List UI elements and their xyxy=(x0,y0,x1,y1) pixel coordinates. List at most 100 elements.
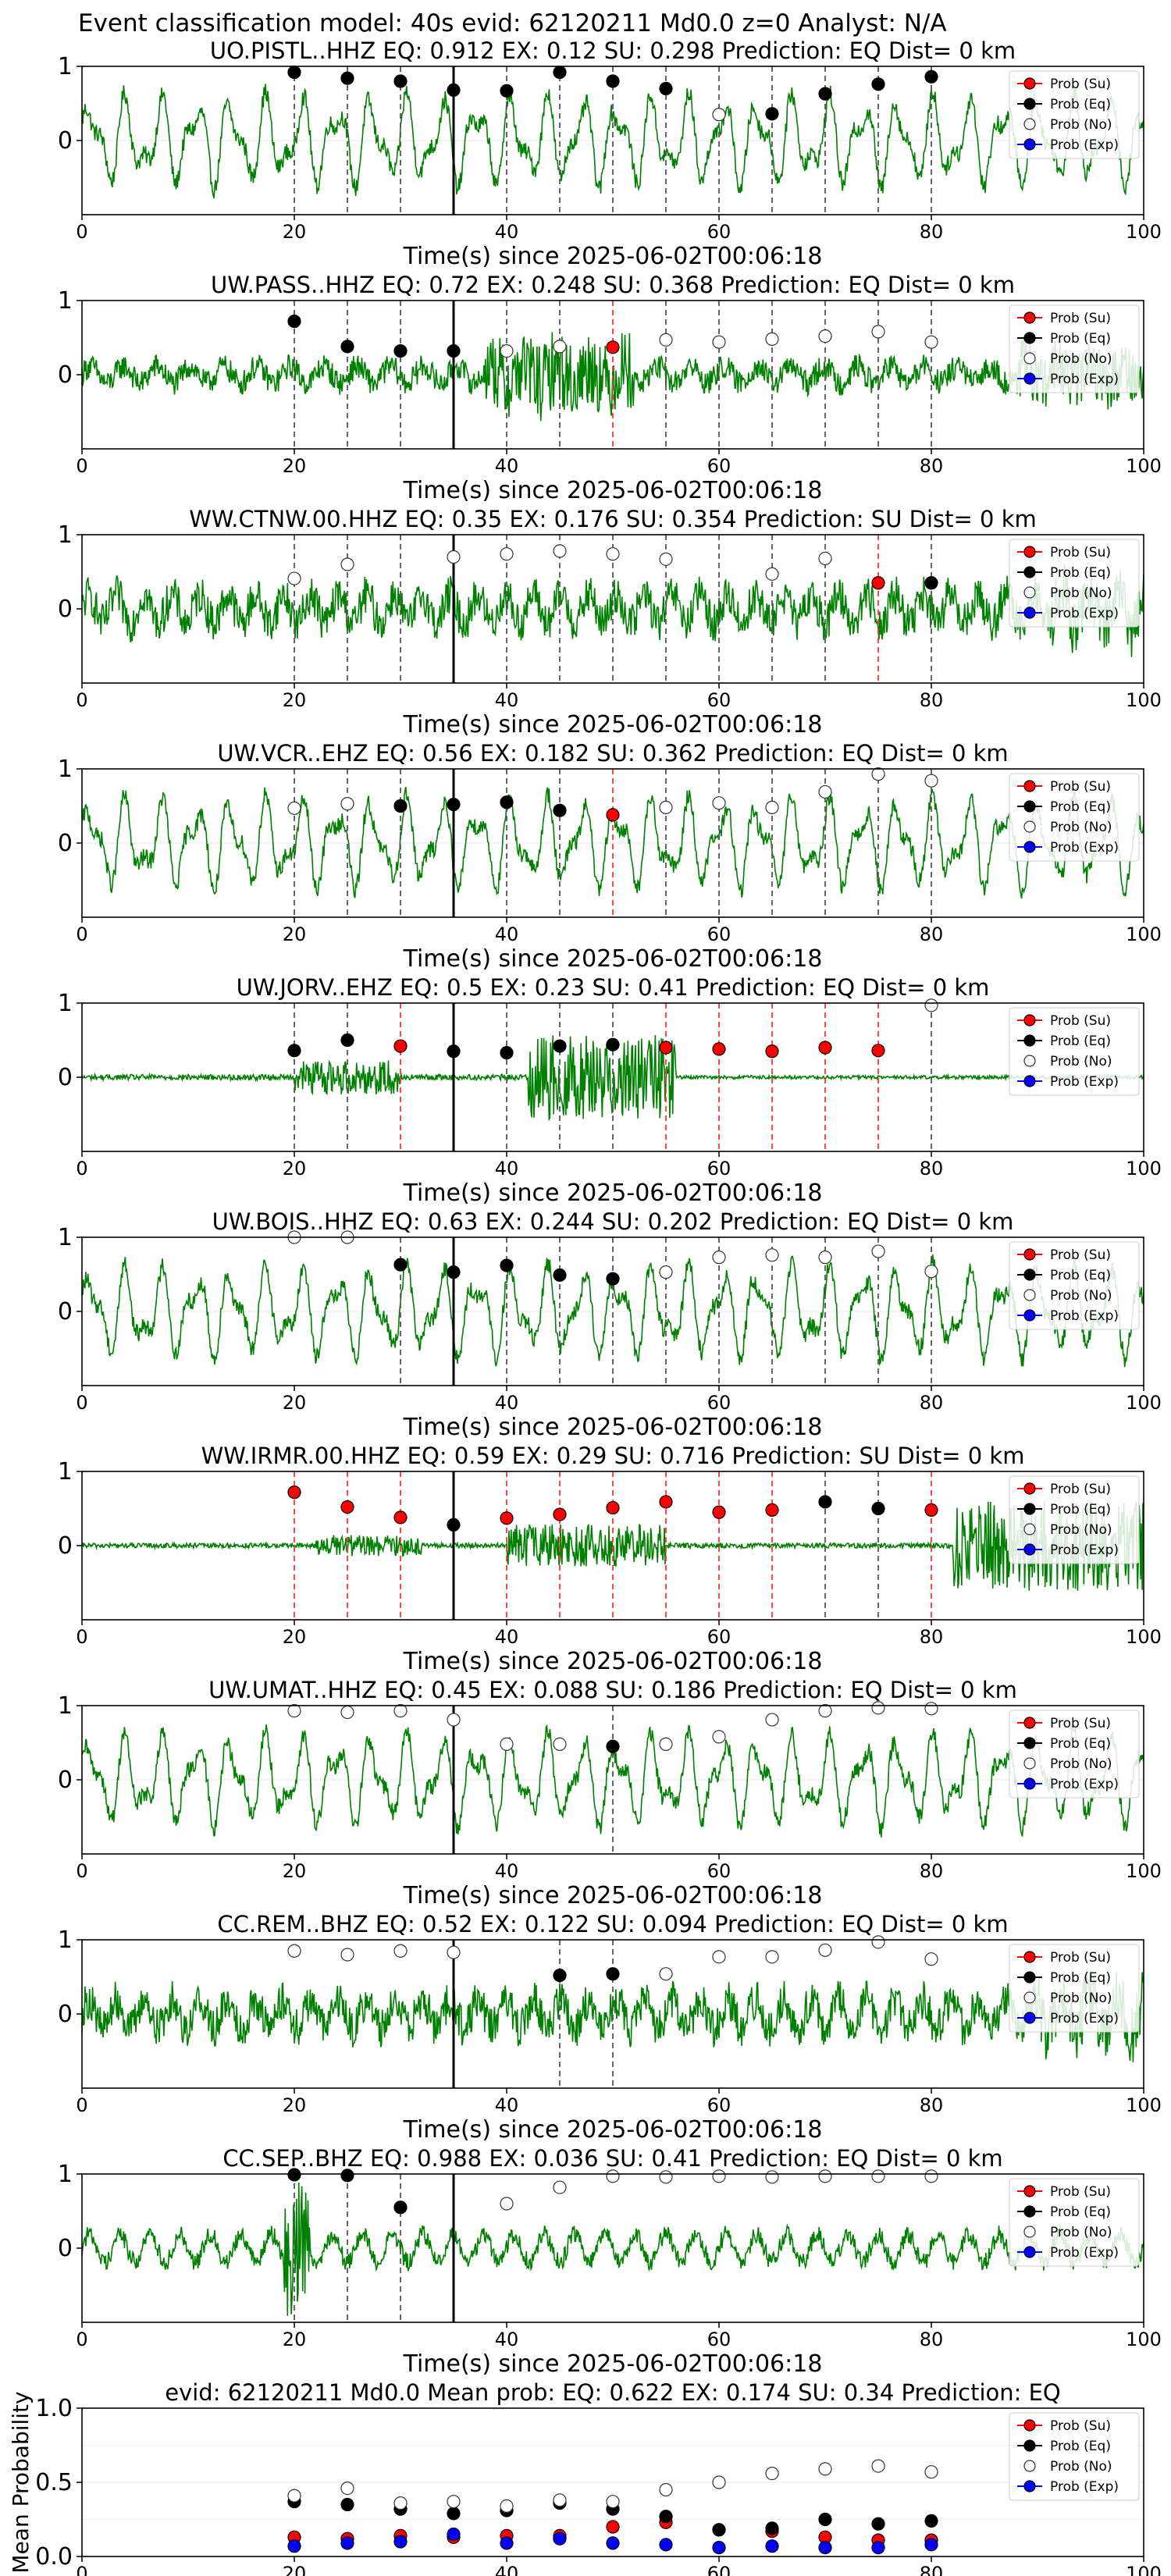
chart-panels: UO.PISTL..HHZ EQ: 0.912 EX: 0.12 SU: 0.2… xyxy=(8,37,1162,2576)
probability-point xyxy=(606,2536,620,2550)
panel-title: UW.PASS..HHZ EQ: 0.72 EX: 0.248 SU: 0.36… xyxy=(211,272,1015,298)
probability-point xyxy=(393,1258,408,1272)
legend: Prob (Su) Prob (Eq) Prob (No) Prob (Exp) xyxy=(1009,304,1140,393)
legend-marker xyxy=(1023,841,1036,853)
probability-point xyxy=(287,571,301,585)
legend: Prob (Su) Prob (Eq) Prob (No) Prob (Exp) xyxy=(1009,1475,1140,1564)
legend-label: Prob (Exp) xyxy=(1050,137,1119,153)
y-tick-label: 0 xyxy=(58,361,73,389)
probability-point xyxy=(924,2169,938,2183)
probability-point xyxy=(765,1044,779,1059)
probability-point xyxy=(659,800,673,815)
legend-marker xyxy=(1023,1482,1036,1495)
probability-point xyxy=(447,1945,461,1959)
probability-point xyxy=(340,1033,354,1048)
probability-point xyxy=(712,335,726,349)
legend-marker xyxy=(1023,1075,1036,1087)
probability-point xyxy=(500,547,514,561)
probability-point xyxy=(447,797,461,812)
station-panel: UW.PASS..HHZ EQ: 0.72 EX: 0.248 SU: 0.36… xyxy=(58,272,1162,504)
legend-label: Prob (Su) xyxy=(1050,1013,1111,1029)
x-tick-label: 60 xyxy=(707,221,731,243)
legend-marker xyxy=(1023,546,1036,558)
legend-label: Prob (Eq) xyxy=(1050,565,1111,581)
legend-label: Prob (Exp) xyxy=(1050,1777,1119,1792)
legend-label: Prob (Exp) xyxy=(1050,1074,1119,1090)
x-tick-label: 80 xyxy=(920,1860,944,1882)
legend: Prob (Su) Prob (Eq) Prob (No) Prob (Exp) xyxy=(1009,2412,1140,2501)
legend-label: Prob (Su) xyxy=(1050,2418,1111,2434)
probability-point xyxy=(765,2539,779,2553)
legend-box xyxy=(1009,70,1140,159)
probability-point xyxy=(393,1510,408,1525)
legend-marker xyxy=(1023,2226,1036,2238)
probability-point xyxy=(500,2197,514,2211)
legend-label: Prob (Exp) xyxy=(1050,840,1119,856)
x-tick-label: 0 xyxy=(76,2094,87,2116)
x-tick-label: 80 xyxy=(920,923,944,945)
x-tick-label: 0 xyxy=(76,1392,87,1414)
probability-point xyxy=(340,2169,354,2183)
probability-point xyxy=(606,808,620,822)
x-tick-label: 20 xyxy=(283,923,307,945)
x-tick-label: 40 xyxy=(495,2563,519,2576)
probability-point xyxy=(393,2496,408,2510)
x-tick-label: 80 xyxy=(920,1158,944,1179)
x-axis-label: Time(s) since 2025-06-02T00:06:18 xyxy=(403,1414,823,1441)
probability-point xyxy=(606,1037,620,1051)
station-panel: UO.PISTL..HHZ EQ: 0.912 EX: 0.12 SU: 0.2… xyxy=(58,37,1162,270)
probability-point xyxy=(818,329,832,343)
probability-point xyxy=(393,344,408,358)
probability-point xyxy=(871,1501,885,1516)
x-tick-label: 20 xyxy=(283,2329,307,2350)
x-tick-label: 60 xyxy=(707,455,731,477)
x-axis-label: Time(s) since 2025-06-02T00:06:18 xyxy=(403,1882,823,1909)
legend-label: Prob (Eq) xyxy=(1050,1736,1111,1752)
station-panel: WW.IRMR.00.HHZ EQ: 0.59 EX: 0.29 SU: 0.7… xyxy=(58,1443,1162,1675)
x-tick-label: 80 xyxy=(920,1626,944,1648)
probability-point xyxy=(447,1265,461,1279)
legend-box xyxy=(1009,2178,1140,2267)
probability-point xyxy=(340,1948,354,1962)
x-tick-label: 80 xyxy=(920,2563,944,2576)
x-tick-label: 40 xyxy=(495,1392,519,1414)
x-tick-label: 20 xyxy=(283,1158,307,1179)
x-tick-label: 60 xyxy=(707,2563,731,2576)
x-tick-label: 20 xyxy=(283,2563,307,2576)
probability-point xyxy=(553,2493,567,2507)
probability-point xyxy=(447,344,461,358)
y-tick-label: 1 xyxy=(58,53,73,80)
probability-point xyxy=(924,998,938,1012)
probability-point xyxy=(287,315,301,329)
y-tick-label: 0.0 xyxy=(35,2543,73,2571)
legend-label: Prob (Exp) xyxy=(1050,606,1119,621)
station-panel: CC.REM..BHZ EQ: 0.52 EX: 0.122 SU: 0.094… xyxy=(58,1911,1162,2144)
legend-box xyxy=(1009,1241,1140,1330)
legend-marker xyxy=(1023,800,1036,813)
legend-label: Prob (Eq) xyxy=(1050,1268,1111,1283)
x-tick-label: 100 xyxy=(1126,2329,1162,2350)
legend-label: Prob (No) xyxy=(1050,585,1112,601)
probability-point xyxy=(765,567,779,581)
legend-label: Prob (Su) xyxy=(1050,311,1111,326)
probability-point xyxy=(818,785,832,799)
probability-point xyxy=(287,65,301,80)
probability-point xyxy=(924,576,938,590)
legend-marker xyxy=(1023,1055,1036,1067)
probability-point xyxy=(606,2520,620,2534)
probability-point xyxy=(287,801,301,815)
probability-point xyxy=(500,84,514,98)
x-tick-label: 20 xyxy=(283,2094,307,2116)
probability-point xyxy=(924,1702,938,1716)
legend-label: Prob (Eq) xyxy=(1050,331,1111,347)
legend-label: Prob (Eq) xyxy=(1050,97,1111,112)
probability-point xyxy=(871,1935,885,1949)
probability-point xyxy=(818,551,832,566)
legend-box xyxy=(1009,2412,1140,2501)
probability-point xyxy=(287,1944,301,1958)
y-tick-label: 0 xyxy=(58,1532,73,1560)
probability-point xyxy=(765,800,779,815)
legend-label: Prob (No) xyxy=(1050,1991,1112,2006)
probability-point xyxy=(340,2497,354,2512)
legend-marker xyxy=(1023,1014,1036,1026)
